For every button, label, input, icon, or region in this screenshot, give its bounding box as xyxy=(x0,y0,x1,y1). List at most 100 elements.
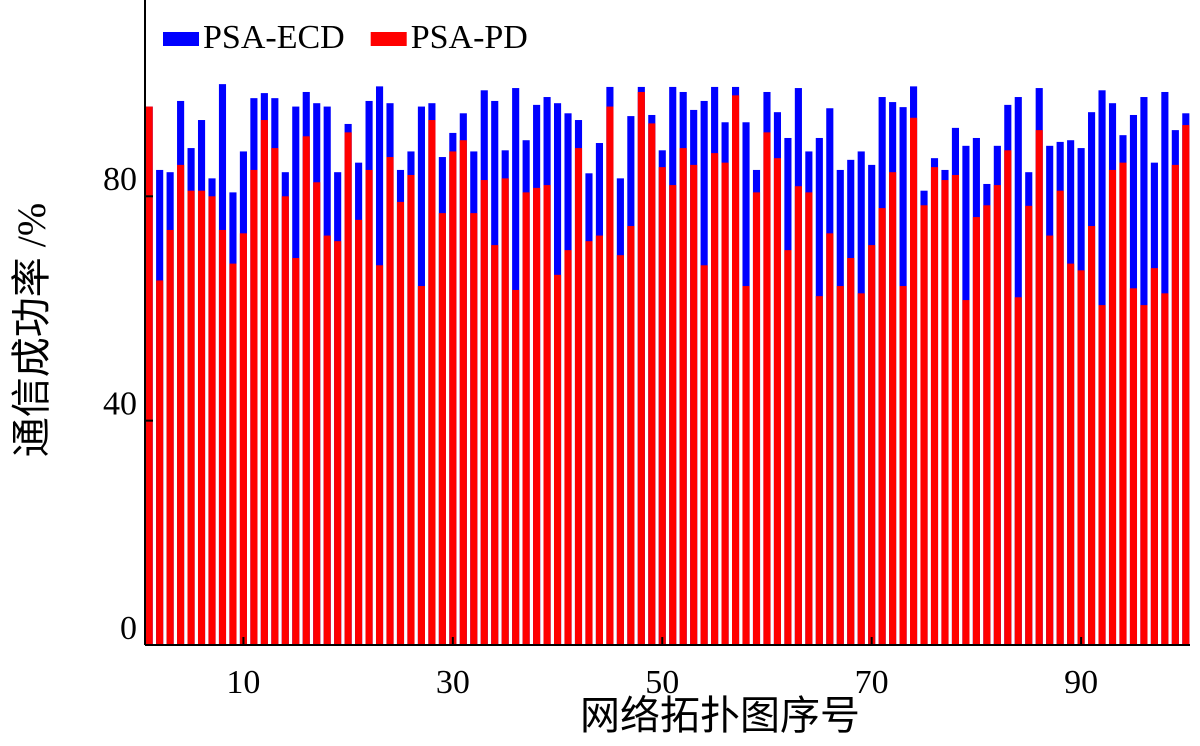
bar xyxy=(1067,263,1075,645)
x-tick-label: 10 xyxy=(226,664,260,701)
bar xyxy=(763,132,771,645)
bar xyxy=(700,265,708,645)
legend-swatch xyxy=(370,32,407,46)
bar xyxy=(1046,235,1054,645)
bar xyxy=(313,182,321,646)
x-tick-label: 50 xyxy=(645,664,679,701)
bar xyxy=(941,180,949,645)
bar xyxy=(637,91,645,645)
bar xyxy=(889,172,897,645)
bar xyxy=(1161,293,1169,645)
bar xyxy=(512,289,520,645)
bar xyxy=(951,174,960,645)
bar xyxy=(606,106,614,646)
x-axis-label: 网络拓扑图序号 xyxy=(580,693,860,738)
bar xyxy=(648,123,656,646)
bar xyxy=(1171,164,1179,646)
bar xyxy=(417,286,425,645)
bar xyxy=(690,164,698,646)
bar xyxy=(732,95,740,645)
bar xyxy=(334,241,342,645)
bar xyxy=(323,235,331,645)
bar xyxy=(533,187,541,646)
bar xyxy=(355,219,363,645)
bar xyxy=(292,258,300,645)
bar xyxy=(1004,150,1012,645)
bar xyxy=(983,205,991,645)
y-tick-label: 0 xyxy=(120,610,137,647)
bar xyxy=(459,140,467,645)
bar xyxy=(711,153,719,646)
bar xyxy=(1108,169,1117,645)
bar xyxy=(1182,125,1190,645)
bar xyxy=(145,106,153,646)
bar xyxy=(1077,270,1085,645)
bar xyxy=(1014,297,1022,645)
legend: PSA-ECD PSA-PD xyxy=(163,19,528,56)
bar xyxy=(501,178,509,646)
bar xyxy=(281,196,289,645)
bar xyxy=(805,192,813,645)
bar xyxy=(302,136,310,645)
bar xyxy=(365,169,373,645)
bar xyxy=(250,169,258,645)
bar xyxy=(1129,288,1138,645)
legend-swatch xyxy=(163,32,199,46)
bar xyxy=(438,213,446,645)
bar xyxy=(878,208,886,645)
bar xyxy=(470,213,478,645)
bar xyxy=(1098,305,1106,645)
bar xyxy=(553,274,562,645)
bar xyxy=(428,120,436,646)
bar xyxy=(396,201,405,646)
bar xyxy=(930,167,939,645)
bar xyxy=(1150,268,1158,645)
bar xyxy=(752,192,761,645)
bar xyxy=(375,265,384,645)
bar xyxy=(1140,305,1148,645)
bar xyxy=(187,190,195,645)
bar xyxy=(826,233,834,646)
bar xyxy=(1119,162,1127,646)
bar xyxy=(208,196,216,645)
bar xyxy=(920,205,928,645)
bar xyxy=(721,162,729,646)
x-tick-label: 30 xyxy=(436,664,470,701)
bar xyxy=(742,286,750,645)
bar xyxy=(166,229,174,645)
bar xyxy=(616,255,624,645)
bar xyxy=(386,157,394,646)
x-tick-label: 70 xyxy=(855,664,889,701)
y-tick-label: 80 xyxy=(103,161,137,198)
bar xyxy=(522,192,530,645)
legend-label: PSA-PD xyxy=(411,19,528,56)
bar xyxy=(271,148,279,645)
bar xyxy=(784,250,792,645)
bar xyxy=(993,185,1001,645)
bar xyxy=(627,226,635,645)
bar xyxy=(344,132,352,645)
bar xyxy=(197,190,206,645)
bar xyxy=(1088,226,1096,645)
bar xyxy=(564,250,572,645)
bar xyxy=(679,148,687,645)
bar xyxy=(239,233,247,646)
bar xyxy=(407,174,415,645)
bar xyxy=(868,245,876,645)
bar xyxy=(815,296,823,645)
bar xyxy=(480,180,488,645)
bar xyxy=(260,120,268,646)
bar xyxy=(836,286,844,645)
bar xyxy=(449,151,457,645)
bar xyxy=(910,117,918,646)
bar xyxy=(773,158,782,645)
bar xyxy=(1056,190,1064,645)
bar xyxy=(491,245,499,645)
y-axis-label: 通信成功率 /% xyxy=(9,203,54,457)
bar xyxy=(669,185,677,645)
bar xyxy=(156,280,164,645)
bar xyxy=(857,293,865,645)
bar xyxy=(658,167,666,645)
bar xyxy=(574,148,583,645)
